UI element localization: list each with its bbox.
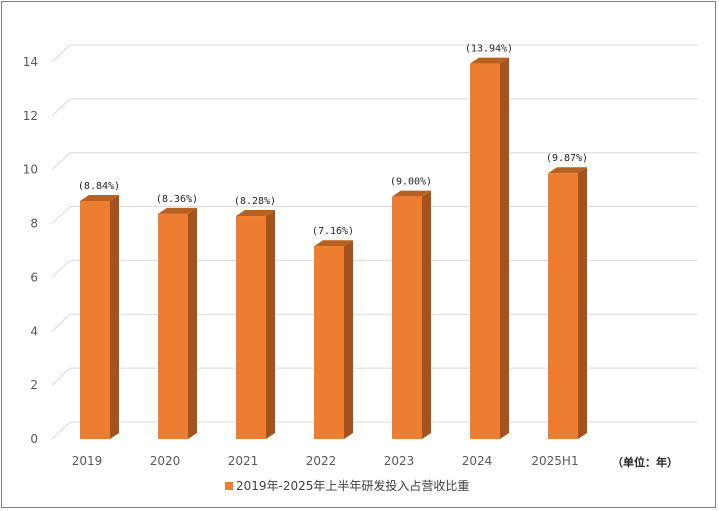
x-tick-label: 2020 (150, 454, 181, 468)
bar-top (314, 240, 353, 247)
gridline-diagonal (51, 206, 71, 224)
x-tick-label: 2024 (462, 454, 493, 468)
y-tick-label: 8 (30, 217, 38, 231)
data-label: (9.00%) (390, 177, 432, 188)
gridline-diagonal (51, 313, 71, 332)
bar-top (548, 167, 587, 174)
y-tick-label: 0 (30, 432, 38, 446)
x-tick-label: 2022 (306, 454, 337, 468)
x-tick-label: 2019 (72, 454, 103, 468)
gridline-diagonal (51, 44, 71, 63)
y-tick-label: 6 (30, 270, 38, 284)
bar-front (470, 63, 500, 439)
bar-side (188, 207, 197, 439)
bar: (8.28%) (234, 196, 276, 439)
unit-note: （单位：年） (612, 455, 678, 469)
x-axis-ticks: 2019 2020 2021 2022 2023 2024 2025H1 (72, 454, 579, 468)
gridline-diagonal (51, 98, 71, 117)
data-label: (9.87%) (546, 153, 588, 164)
bar-side (422, 190, 431, 439)
bar-front (392, 196, 422, 439)
bar-front (314, 246, 344, 439)
bar-side (266, 210, 275, 439)
y-tick-label: 12 (23, 109, 38, 123)
bar-front (236, 216, 266, 439)
bar: (9.87%) (546, 153, 588, 439)
bar: (7.16%) (312, 226, 354, 439)
bar-side (110, 194, 119, 439)
y-tick-label: 2 (30, 378, 38, 392)
y-tick-label: 4 (30, 324, 38, 338)
bar-front (548, 173, 578, 439)
bar-top (236, 210, 275, 217)
bar-top (470, 57, 509, 64)
y-tick-label: 14 (23, 55, 38, 69)
bar: (9.00%) (390, 177, 432, 439)
bar-top (158, 207, 197, 214)
y-axis-ticks: 0 2 4 6 8 10 12 14 (23, 55, 38, 446)
x-tick-label: 2023 (384, 454, 415, 468)
bar-side (578, 167, 587, 439)
gridline-diagonal (51, 421, 71, 440)
bar-top (80, 194, 119, 201)
bar-side (500, 57, 509, 439)
bar: (8.36%) (156, 194, 198, 439)
x-tick-label: 2021 (228, 454, 259, 468)
data-label: (7.16%) (312, 226, 354, 237)
bars: (8.84%) (8.36%) (8.28%) (7.16%) (9.00%) (13.9… (78, 44, 588, 439)
data-label: (13.94%) (465, 44, 513, 55)
bar: (13.94%) (465, 44, 513, 439)
gridline-diagonal (51, 152, 71, 171)
bar-top (392, 190, 431, 197)
data-label: (8.28%) (234, 196, 276, 207)
y-tick-label: 10 (23, 163, 38, 177)
bar-side (344, 240, 353, 439)
legend-label: 2019年-2025年上半年研发投入占营收比重 (236, 478, 469, 493)
legend-swatch (225, 482, 233, 490)
gridlines (51, 44, 697, 440)
gridline-diagonal (51, 260, 71, 278)
data-label: (8.36%) (156, 194, 198, 205)
bar: (8.84%) (78, 181, 120, 439)
bar-front (158, 213, 188, 439)
legend: 2019年-2025年上半年研发投入占营收比重 (225, 478, 469, 493)
gridline-diagonal (51, 367, 71, 386)
data-label: (8.84%) (78, 181, 120, 192)
x-tick-label: 2025H1 (531, 454, 578, 468)
bar-front (80, 200, 110, 439)
